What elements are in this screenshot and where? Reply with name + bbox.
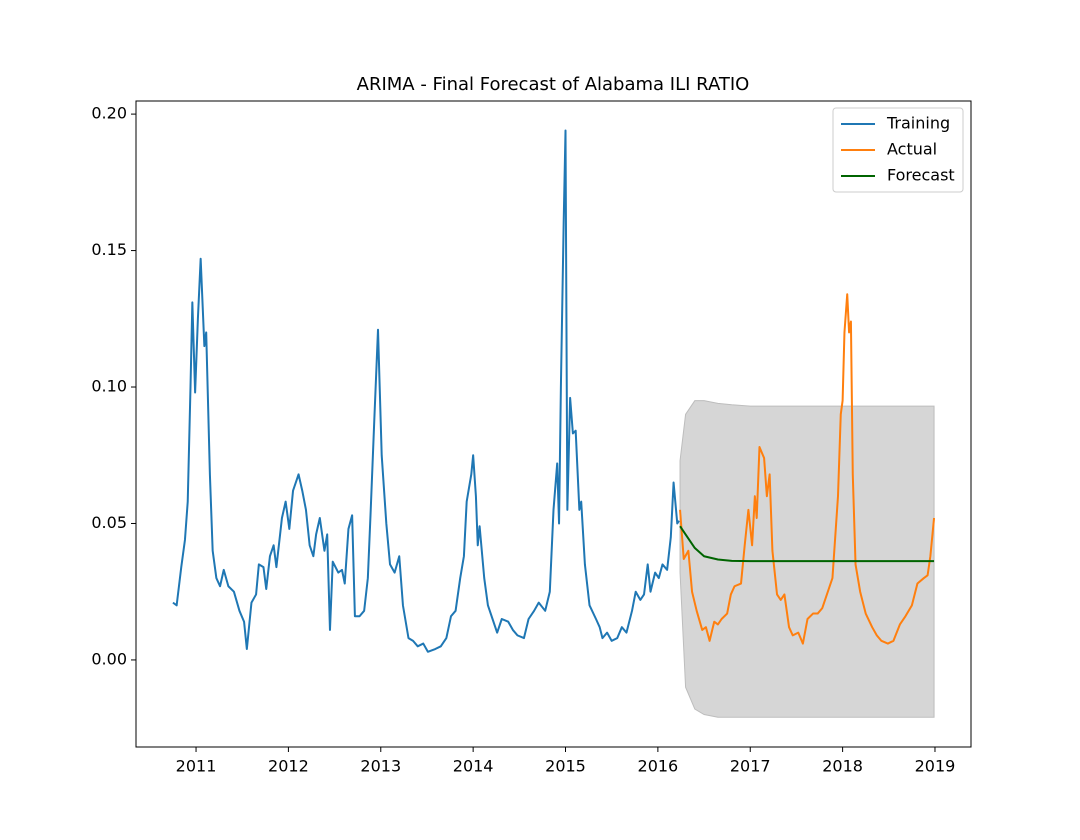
axes-frame <box>135 100 972 748</box>
y-tick-label: 0.00 <box>91 649 127 668</box>
y-tick-label: 0.15 <box>91 240 127 259</box>
x-tick-label: 2013 <box>360 757 401 776</box>
y-tick-label: 0.05 <box>91 513 127 532</box>
x-tick-label: 2015 <box>545 757 586 776</box>
x-tick-label: 2019 <box>915 757 956 776</box>
legend-label: Forecast <box>887 166 955 185</box>
series-line <box>679 293 936 645</box>
x-tick-label: 2011 <box>176 757 217 776</box>
y-tick-label: 0.10 <box>91 377 127 396</box>
series-line <box>172 129 680 653</box>
x-tick-label: 2016 <box>638 757 679 776</box>
confidence-band <box>679 400 935 718</box>
chart-title: ARIMA - Final Forecast of Alabama ILI RA… <box>357 74 750 95</box>
x-tick-label: 2014 <box>453 757 494 776</box>
x-tick-label: 2012 <box>268 757 309 776</box>
x-tick-label: 2017 <box>730 757 771 776</box>
legend-box <box>832 107 964 193</box>
legend-label: Actual <box>887 140 937 159</box>
x-tick-label: 2018 <box>822 757 863 776</box>
y-tick-label: 0.20 <box>91 104 127 123</box>
legend: Training Actual Forecast <box>832 107 964 193</box>
legend-label: Training <box>886 114 950 133</box>
series-line <box>679 525 935 563</box>
